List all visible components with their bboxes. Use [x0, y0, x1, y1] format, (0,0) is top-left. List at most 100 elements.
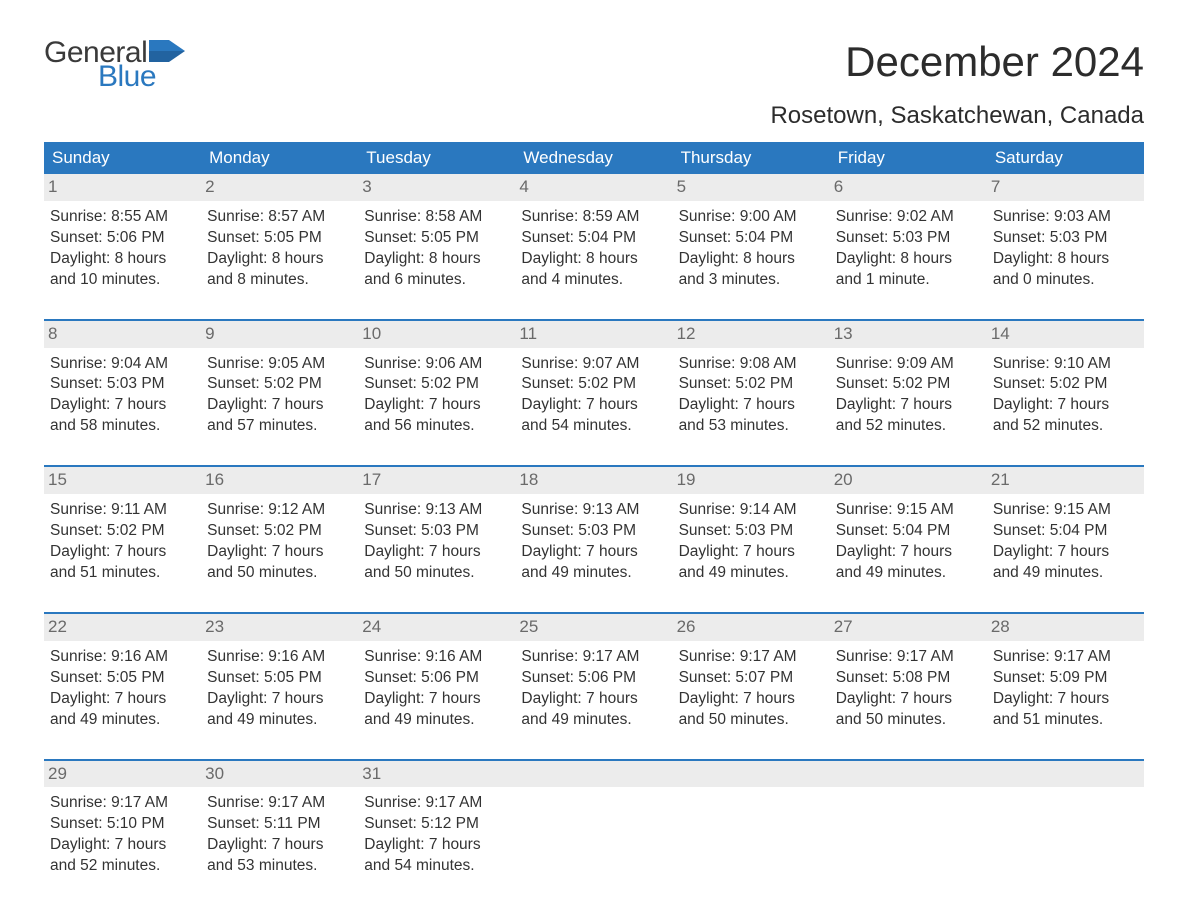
weekday-header: Monday [201, 142, 358, 174]
daylight-value: Daylight: 7 hours and 52 minutes. [50, 835, 195, 877]
day-number: 28 [987, 614, 1144, 641]
day-number: 4 [515, 174, 672, 201]
calendar-day-cell: 31Sunrise: 9:17 AMSunset: 5:12 PMDayligh… [358, 761, 515, 896]
sunset-value: Sunset: 5:07 PM [679, 668, 824, 689]
daylight-value: Daylight: 8 hours and 8 minutes. [207, 249, 352, 291]
day-number: 12 [673, 321, 830, 348]
sunset-value: Sunset: 5:12 PM [364, 814, 509, 835]
weekday-header: Thursday [673, 142, 830, 174]
weekday-header: Friday [830, 142, 987, 174]
calendar-day-cell: 8Sunrise: 9:04 AMSunset: 5:03 PMDaylight… [44, 321, 201, 456]
sunrise-value: Sunrise: 9:16 AM [207, 647, 352, 668]
day-number: 3 [358, 174, 515, 201]
day-number: 14 [987, 321, 1144, 348]
daylight-value: Daylight: 7 hours and 50 minutes. [364, 542, 509, 584]
calendar-day-cell: 3Sunrise: 8:58 AMSunset: 5:05 PMDaylight… [358, 174, 515, 309]
sunrise-value: Sunrise: 9:09 AM [836, 354, 981, 375]
day-number: 2 [201, 174, 358, 201]
sunrise-value: Sunrise: 8:55 AM [50, 207, 195, 228]
calendar-day-cell: 2 Sunrise: 8:57 AMSunset: 5:05 PMDaylight… [201, 174, 358, 309]
sunset-value: Sunset: 5:03 PM [836, 228, 981, 249]
weekday-header: Tuesday [358, 142, 515, 174]
day-number: 19 [673, 467, 830, 494]
calendar-day-cell: 28Sunrise: 9:17 AMSunset: 5:09 PMDayligh… [987, 614, 1144, 749]
sunset-value: Sunset: 5:08 PM [836, 668, 981, 689]
sunset-value: Sunset: 5:06 PM [521, 668, 666, 689]
calendar-day-cell: 19Sunrise: 9:14 AMSunset: 5:03 PMDayligh… [673, 467, 830, 602]
day-number: 31 [358, 761, 515, 788]
calendar-day-cell: 14Sunrise: 9:10 AMSunset: 5:02 PMDayligh… [987, 321, 1144, 456]
sunset-value: Sunset: 5:03 PM [364, 521, 509, 542]
sunset-value: Sunset: 5:02 PM [364, 374, 509, 395]
day-number: 17 [358, 467, 515, 494]
sunrise-value: Sunrise: 8:58 AM [364, 207, 509, 228]
daylight-value: Daylight: 7 hours and 53 minutes. [207, 835, 352, 877]
daylight-value: Daylight: 7 hours and 49 minutes. [993, 542, 1138, 584]
calendar-day-cell: 20Sunrise: 9:15 AMSunset: 5:04 PMDayligh… [830, 467, 987, 602]
sunset-value: Sunset: 5:02 PM [521, 374, 666, 395]
daylight-value: Daylight: 8 hours and 0 minutes. [993, 249, 1138, 291]
daylight-value: Daylight: 7 hours and 49 minutes. [521, 689, 666, 731]
sunrise-value: Sunrise: 9:03 AM [993, 207, 1138, 228]
sunset-value: Sunset: 5:11 PM [207, 814, 352, 835]
calendar-day-cell: 10Sunrise: 9:06 AMSunset: 5:02 PMDayligh… [358, 321, 515, 456]
calendar-week-row: 8Sunrise: 9:04 AMSunset: 5:03 PMDaylight… [44, 319, 1144, 456]
sunrise-value: Sunrise: 9:14 AM [679, 500, 824, 521]
sunrise-value: Sunrise: 9:16 AM [50, 647, 195, 668]
daylight-value: Daylight: 8 hours and 1 minute. [836, 249, 981, 291]
calendar-day-cell: 7Sunrise: 9:03 AMSunset: 5:03 PMDaylight… [987, 174, 1144, 309]
sunset-value: Sunset: 5:03 PM [679, 521, 824, 542]
daylight-value: Daylight: 7 hours and 49 minutes. [364, 689, 509, 731]
daylight-value: Daylight: 7 hours and 53 minutes. [679, 395, 824, 437]
calendar-day-cell: 24Sunrise: 9:16 AMSunset: 5:06 PMDayligh… [358, 614, 515, 749]
day-number: 15 [44, 467, 201, 494]
calendar-day-cell: 26Sunrise: 9:17 AMSunset: 5:07 PMDayligh… [673, 614, 830, 749]
sunset-value: Sunset: 5:05 PM [364, 228, 509, 249]
day-number: 13 [830, 321, 987, 348]
sunset-value: Sunset: 5:02 PM [207, 374, 352, 395]
day-number: 21 [987, 467, 1144, 494]
sunrise-value: Sunrise: 9:05 AM [207, 354, 352, 375]
sunrise-value: Sunrise: 9:11 AM [50, 500, 195, 521]
sunrise-value: Sunrise: 9:17 AM [679, 647, 824, 668]
weekday-header: Sunday [44, 142, 201, 174]
calendar-day-cell [515, 761, 672, 896]
day-number: 10 [358, 321, 515, 348]
sunset-value: Sunset: 5:10 PM [50, 814, 195, 835]
day-number: 27 [830, 614, 987, 641]
sunset-value: Sunset: 5:05 PM [207, 228, 352, 249]
sunrise-value: Sunrise: 9:13 AM [364, 500, 509, 521]
calendar-day-cell: 11Sunrise: 9:07 AMSunset: 5:02 PMDayligh… [515, 321, 672, 456]
calendar-day-cell: 4Sunrise: 8:59 AMSunset: 5:04 PMDaylight… [515, 174, 672, 309]
daylight-value: Daylight: 7 hours and 52 minutes. [993, 395, 1138, 437]
day-number-empty [515, 761, 672, 788]
daylight-value: Daylight: 7 hours and 51 minutes. [50, 542, 195, 584]
sunrise-value: Sunrise: 9:17 AM [521, 647, 666, 668]
sunset-value: Sunset: 5:04 PM [521, 228, 666, 249]
sunrise-value: Sunrise: 9:12 AM [207, 500, 352, 521]
sunset-value: Sunset: 5:04 PM [679, 228, 824, 249]
sunset-value: Sunset: 5:04 PM [836, 521, 981, 542]
sunset-value: Sunset: 5:09 PM [993, 668, 1138, 689]
day-number: 18 [515, 467, 672, 494]
sunset-value: Sunset: 5:05 PM [50, 668, 195, 689]
sunset-value: Sunset: 5:02 PM [679, 374, 824, 395]
daylight-value: Daylight: 7 hours and 54 minutes. [364, 835, 509, 877]
calendar-day-cell: 30Sunrise: 9:17 AMSunset: 5:11 PMDayligh… [201, 761, 358, 896]
calendar-day-cell: 23Sunrise: 9:16 AMSunset: 5:05 PMDayligh… [201, 614, 358, 749]
calendar-day-cell [987, 761, 1144, 896]
sunrise-value: Sunrise: 9:17 AM [993, 647, 1138, 668]
calendar-day-cell: 18Sunrise: 9:13 AMSunset: 5:03 PMDayligh… [515, 467, 672, 602]
calendar-day-cell: 1Sunrise: 8:55 AMSunset: 5:06 PMDaylight… [44, 174, 201, 309]
sunrise-value: Sunrise: 8:59 AM [521, 207, 666, 228]
sunset-value: Sunset: 5:06 PM [50, 228, 195, 249]
daylight-value: Daylight: 7 hours and 49 minutes. [50, 689, 195, 731]
calendar-week-row: 22Sunrise: 9:16 AMSunset: 5:05 PMDayligh… [44, 612, 1144, 749]
sunrise-value: Sunrise: 9:13 AM [521, 500, 666, 521]
sunset-value: Sunset: 5:05 PM [207, 668, 352, 689]
day-number: 22 [44, 614, 201, 641]
sunrise-value: Sunrise: 8:57 AM [207, 207, 352, 228]
sunset-value: Sunset: 5:03 PM [521, 521, 666, 542]
daylight-value: Daylight: 7 hours and 50 minutes. [207, 542, 352, 584]
day-number: 29 [44, 761, 201, 788]
